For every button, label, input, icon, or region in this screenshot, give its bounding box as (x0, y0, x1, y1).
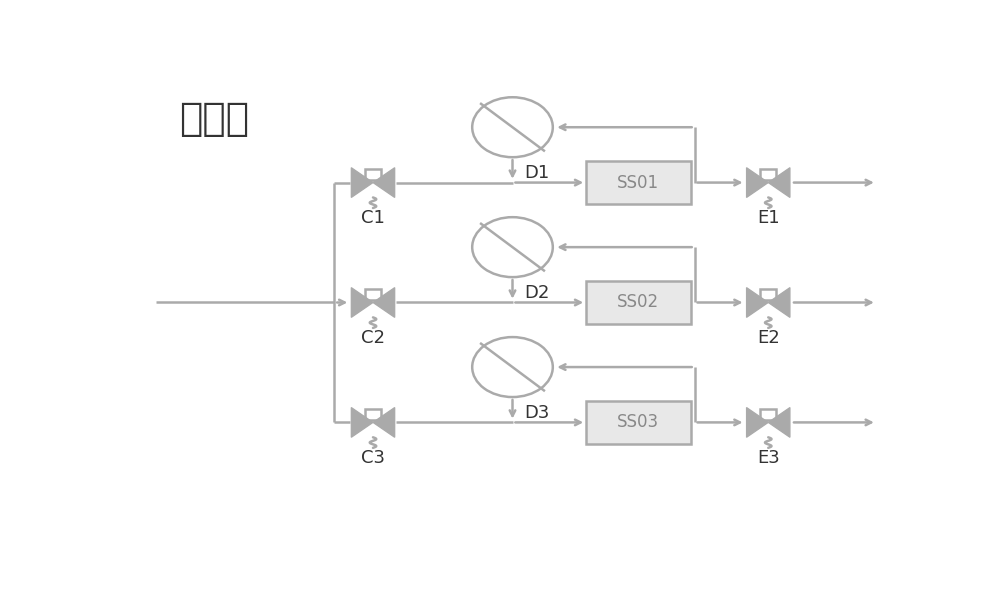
Text: E2: E2 (757, 329, 780, 347)
Text: C1: C1 (361, 209, 385, 227)
Text: 氢气路: 氢气路 (179, 99, 249, 138)
Bar (586, 280, 691, 325)
Bar (586, 401, 691, 444)
Polygon shape (747, 168, 768, 198)
Text: SS02: SS02 (617, 294, 660, 311)
Text: E3: E3 (757, 449, 780, 467)
Polygon shape (373, 407, 395, 437)
Bar (760, 409, 776, 420)
Polygon shape (351, 407, 373, 437)
Text: SS01: SS01 (617, 174, 660, 192)
Polygon shape (373, 288, 395, 317)
Polygon shape (351, 288, 373, 317)
Text: D2: D2 (525, 284, 550, 302)
Bar (760, 170, 776, 180)
Polygon shape (351, 168, 373, 198)
Polygon shape (768, 168, 790, 198)
Bar (760, 289, 776, 300)
Bar (586, 161, 691, 204)
Bar (365, 409, 381, 420)
Polygon shape (747, 407, 768, 437)
Polygon shape (768, 288, 790, 317)
Bar (365, 289, 381, 300)
Bar (365, 170, 381, 180)
Text: SS03: SS03 (617, 413, 660, 431)
Text: D3: D3 (525, 404, 550, 422)
Polygon shape (768, 407, 790, 437)
Text: D1: D1 (525, 164, 550, 182)
Text: C3: C3 (361, 449, 385, 467)
Polygon shape (747, 288, 768, 317)
Polygon shape (373, 168, 395, 198)
Text: C2: C2 (361, 329, 385, 347)
Text: E1: E1 (757, 209, 780, 227)
